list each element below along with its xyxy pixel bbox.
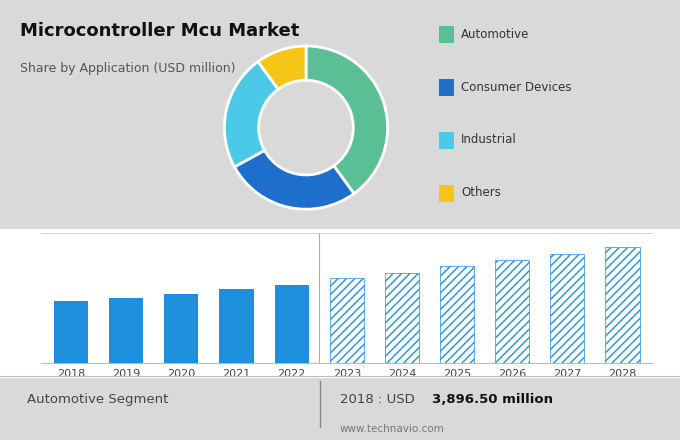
Bar [275,285,309,363]
Wedge shape [235,150,354,209]
Bar [54,301,88,363]
Bar [440,267,474,363]
Bar [109,298,143,363]
Text: 3,896.50 million: 3,896.50 million [432,393,553,406]
Text: Share by Application (USD million): Share by Application (USD million) [20,62,236,75]
Bar [605,247,640,363]
Text: Automotive: Automotive [461,28,530,41]
Bar [220,290,254,363]
Wedge shape [306,46,388,194]
Wedge shape [258,46,306,89]
Text: Industrial: Industrial [461,133,517,147]
Bar [330,278,364,363]
Text: www.technavio.com: www.technavio.com [340,424,445,434]
Bar [495,260,529,363]
Text: Automotive Segment: Automotive Segment [27,393,169,406]
Text: 2018 : USD: 2018 : USD [340,393,419,406]
Bar [165,294,199,363]
Wedge shape [224,62,278,167]
Text: Consumer Devices: Consumer Devices [461,81,571,94]
Bar [385,273,419,363]
Text: Others: Others [461,186,501,199]
Text: Microcontroller Mcu Market: Microcontroller Mcu Market [20,22,300,40]
Bar [550,254,584,363]
